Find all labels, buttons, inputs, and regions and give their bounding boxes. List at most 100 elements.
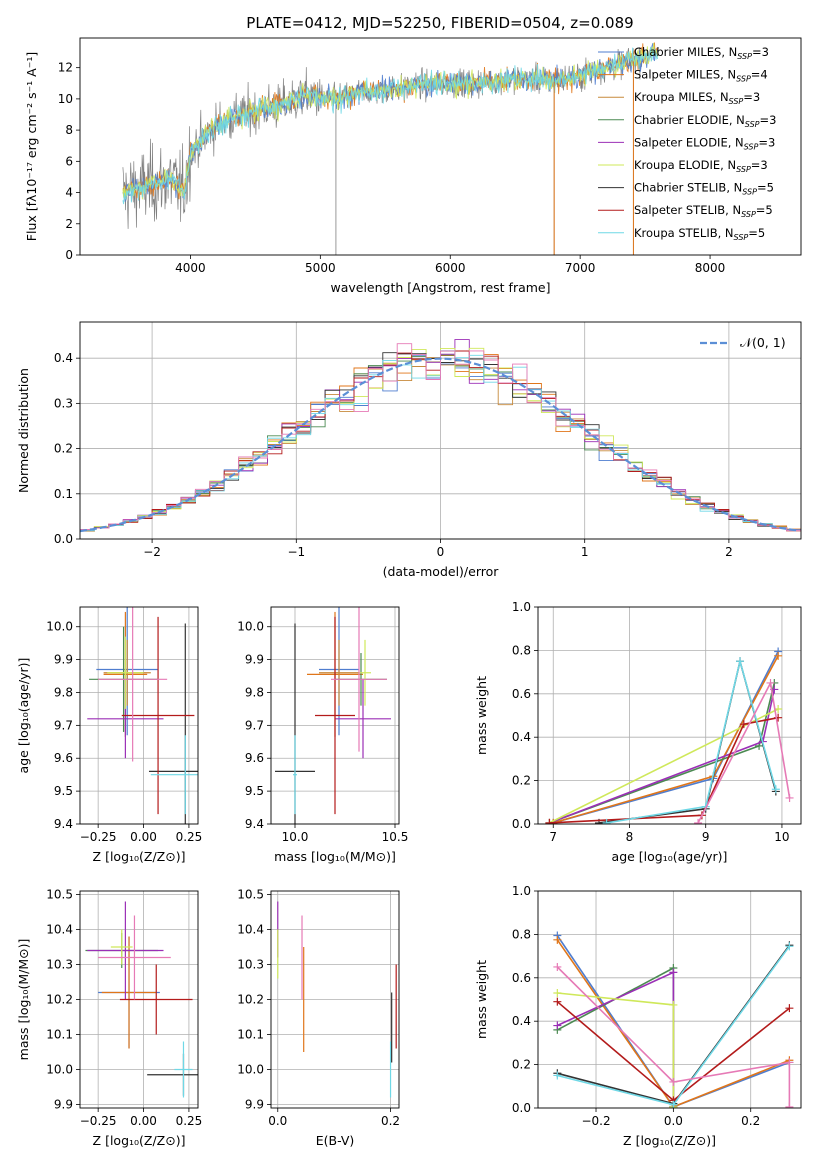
- x-tick-label: 10.0: [282, 830, 309, 844]
- panel-z-mass: −0.25 0.00 0.25 9.9 10.0 10.1 10.2 10.3 10.4 10.5…: [16, 888, 202, 1149]
- x-tick-label: 1: [581, 545, 589, 559]
- x-tick-label: 0.00: [130, 830, 157, 844]
- plot-area: [85, 901, 198, 1098]
- x-tick-label: 10.5: [382, 830, 409, 844]
- data-point: [293, 735, 297, 815]
- legend-entry: Salpeter ELODIE, NSSP=3: [634, 135, 775, 151]
- y-tick-label: 10.1: [46, 1028, 73, 1042]
- x-tick-label: 5000: [305, 261, 336, 275]
- weight-marker: [785, 1058, 794, 1067]
- plot-area: [553, 931, 794, 1108]
- y-tick-label: 9.9: [54, 1098, 73, 1112]
- x-axis-label: Z [log₁₀(Z/Z⊙)]: [93, 1133, 186, 1148]
- legend-entry: Salpeter STELIB, NSSP=5: [634, 203, 773, 219]
- weight-marker: [553, 962, 562, 971]
- weight-marker: [553, 997, 562, 1006]
- y-tick-label: 0: [65, 248, 73, 262]
- figure-title: PLATE=0412, MJD=52250, FIBERID=0504, z=0…: [246, 14, 633, 32]
- data-point: [150, 735, 198, 815]
- x-axis-label: age [log₁₀(age/yr)]: [612, 849, 728, 864]
- x-axis-label: E(B-V): [316, 1133, 355, 1148]
- plot-area: [275, 607, 391, 824]
- weight-marker: [785, 1102, 794, 1108]
- y-tick-label: 9.9: [245, 1098, 264, 1112]
- x-axis-label: (data-model)/error: [383, 564, 500, 579]
- x-tick-label: −0.2: [581, 1114, 610, 1128]
- data-point: [119, 964, 193, 1035]
- data-point: [331, 607, 387, 752]
- y-axis-label: Normed distribution: [16, 368, 31, 493]
- axes-frame: [270, 890, 400, 1109]
- y-tick-label: 10.5: [237, 888, 264, 902]
- y-axis-label: mass weight: [474, 676, 489, 755]
- y-tick-label: 10.2: [237, 993, 264, 1007]
- y-tick-label: 1.0: [512, 884, 531, 898]
- x-tick-label: 7: [549, 830, 557, 844]
- x-tick-label: 0: [437, 545, 445, 559]
- plot-area: [87, 607, 198, 824]
- weight-marker: [669, 1077, 678, 1086]
- x-tick-label: −2: [143, 545, 161, 559]
- data-point: [110, 929, 133, 965]
- weight-marker: [553, 1071, 562, 1080]
- x-axis-label: Z [log₁₀(Z/Z⊙)]: [93, 849, 186, 864]
- y-tick-label: 10.4: [46, 923, 73, 937]
- panel-z-age: −0.25 0.00 0.25 9.4 9.5 9.6 9.7 9.8 9.9 10.0 Z [lo…: [16, 606, 203, 864]
- x-tick-label: 8: [626, 830, 634, 844]
- y-tick-label: 9.7: [245, 718, 264, 732]
- weight-marker: [766, 678, 775, 687]
- y-tick-label: 9.5: [245, 784, 264, 798]
- x-tick-label: 0.0: [268, 1114, 287, 1128]
- x-tick-label: 0.0: [664, 1114, 683, 1128]
- y-tick-label: 0.4: [512, 1014, 531, 1028]
- panel-ebv-mass: 0.0 0.2 9.9 10.0 10.1 10.2 10.3 10.4 10.5 E(B-V): [237, 888, 400, 1149]
- weight-marker: [785, 1004, 794, 1013]
- weight-marker: [669, 968, 678, 977]
- model-spectrum: [122, 46, 659, 205]
- axes-frame: [79, 321, 802, 540]
- y-tick-label: 10: [58, 92, 73, 106]
- y-tick-label: 9.8: [245, 685, 264, 699]
- data-point: [319, 639, 359, 706]
- y-tick-label: 4: [65, 186, 73, 200]
- y-axis-label: mass weight: [474, 960, 489, 1039]
- legend-entry: Chabrier STELIB, NSSP=5: [634, 181, 774, 197]
- x-tick-label: 8000: [695, 261, 726, 275]
- legend-entry: Kroupa MILES, NSSP=3: [634, 90, 760, 106]
- plot-area: [545, 647, 794, 824]
- y-tick-label: 9.5: [54, 784, 73, 798]
- legend-entry: Chabrier MILES, NSSP=3: [634, 45, 769, 61]
- x-tick-label: −0.25: [80, 1114, 117, 1128]
- y-tick-label: 12: [58, 61, 73, 75]
- axes-frame: [537, 606, 802, 825]
- data-point: [121, 616, 195, 815]
- y-tick-label: 0.1: [54, 487, 73, 501]
- y-tick-label: 0.2: [512, 1058, 531, 1072]
- y-tick-label: 0.8: [512, 643, 531, 657]
- legend-entry: Chabrier ELODIE, NSSP=3: [634, 113, 776, 129]
- y-tick-label: 10.2: [46, 993, 73, 1007]
- x-axis-label: wavelength [Angstrom, rest frame]: [330, 280, 550, 295]
- data-point: [359, 639, 371, 706]
- weight-series: [694, 678, 794, 824]
- y-tick-label: 9.9: [54, 653, 73, 667]
- panel-residuals: −2 −1 0 1 2 0.0 0.1 0.2 0.3 0.4 (data-model)/error…: [16, 321, 802, 579]
- y-tick-label: 9.9: [245, 653, 264, 667]
- x-tick-label: 10: [774, 830, 789, 844]
- y-tick-label: 0.4: [512, 730, 531, 744]
- x-axis-label: mass [log₁₀(M/M⊙)]: [274, 849, 396, 864]
- x-tick-label: 0.2: [741, 1114, 760, 1128]
- x-tick-label: 0.2: [381, 1114, 400, 1128]
- y-tick-label: 9.4: [54, 817, 73, 831]
- y-tick-label: 0.6: [512, 687, 531, 701]
- weight-series: [553, 942, 794, 1108]
- legend-entry: Kroupa STELIB, NSSP=5: [634, 226, 765, 242]
- data-point: [174, 1041, 193, 1098]
- y-tick-label: 2: [65, 217, 73, 231]
- y-tick-label: 9.6: [245, 751, 264, 765]
- x-tick-label: 0.25: [176, 830, 203, 844]
- weight-marker: [785, 793, 794, 802]
- data-point: [335, 679, 391, 759]
- data-point: [98, 607, 168, 762]
